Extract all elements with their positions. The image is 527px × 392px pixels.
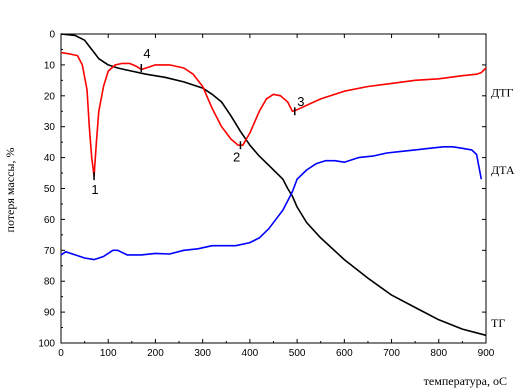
y-tick-label: 40 xyxy=(44,153,56,164)
x-tick-label: 100 xyxy=(100,348,117,359)
x-tick-label: 400 xyxy=(242,348,259,359)
dta-label: ДТА xyxy=(491,163,515,177)
x-tick-label: 600 xyxy=(336,348,353,359)
y-axis-ticks: 0 10 20 30 40 50 60 70 80 90 100 xyxy=(38,30,486,350)
y-tick-label: 60 xyxy=(44,215,56,226)
y-tick-label: 50 xyxy=(44,184,56,195)
tg-curve xyxy=(60,33,487,337)
x-axis-ticks: 0 100 200 300 400 500 600 700 800 900 xyxy=(58,34,495,359)
x-tick-label: 800 xyxy=(430,348,447,359)
annotation-label-1: 1 xyxy=(91,182,98,197)
annotation-label-3: 3 xyxy=(297,94,304,109)
tg-label: ТГ xyxy=(491,316,505,330)
x-tick-label: 0 xyxy=(58,348,64,359)
x-tick-label: 300 xyxy=(194,348,211,359)
y-tick-label: 20 xyxy=(44,91,56,102)
series-lines xyxy=(60,33,487,337)
dta-curve xyxy=(60,146,483,261)
y-tick-label: 70 xyxy=(44,246,56,257)
y-tick-label: 100 xyxy=(38,339,55,350)
y-axis-title: потеря массы, % xyxy=(3,148,17,233)
y-tick-label: 80 xyxy=(44,277,56,288)
annotation-label-4: 4 xyxy=(143,46,150,61)
x-tick-label: 200 xyxy=(147,348,164,359)
series-labels: ДТГ ДТА ТГ xyxy=(491,86,515,330)
x-tick-label: 700 xyxy=(383,348,400,359)
point-annotations: 1 2 3 4 xyxy=(91,46,304,197)
x-tick-label: 900 xyxy=(478,348,495,359)
y-tick-label: 0 xyxy=(49,30,55,41)
annotation-label-2: 2 xyxy=(233,150,240,165)
x-axis-title: температура, oC xyxy=(424,374,507,388)
x-tick-label: 500 xyxy=(289,348,306,359)
dtg-curve xyxy=(60,51,487,177)
y-tick-label: 10 xyxy=(44,60,56,71)
dtg-label: ДТГ xyxy=(491,86,514,100)
y-tick-label: 30 xyxy=(44,122,56,133)
y-tick-label: 90 xyxy=(44,308,56,319)
